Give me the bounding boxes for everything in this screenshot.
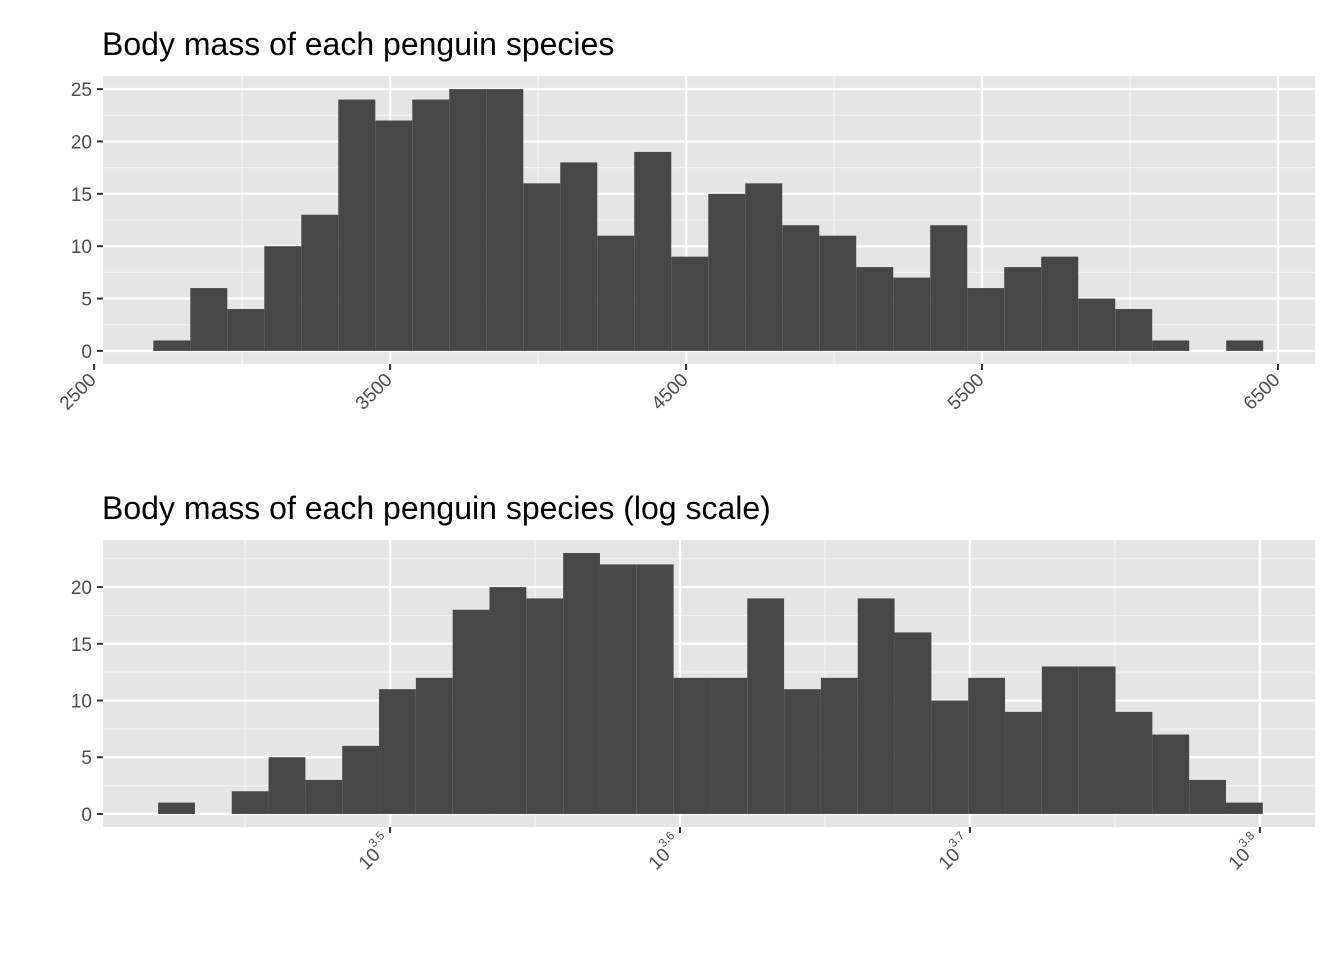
histogram-bars (153, 89, 1264, 351)
y-tick-label: 0 (81, 342, 92, 363)
histogram-bars (158, 553, 1263, 814)
histogram-bar (819, 235, 857, 351)
histogram-bar (894, 632, 932, 814)
histogram-bar (856, 267, 894, 351)
histogram-bar (415, 677, 453, 814)
histogram-bar (379, 689, 416, 814)
histogram-bar (1078, 666, 1116, 814)
y-tick-label: 10 (71, 237, 92, 258)
histogram-bar (264, 246, 302, 351)
chart-title: Body mass of each penguin species (102, 26, 614, 62)
histogram-bar (190, 288, 228, 351)
histogram-bar (673, 677, 711, 814)
histogram-bar (1041, 256, 1079, 351)
histogram-bar (968, 677, 1006, 814)
histogram-bar (893, 277, 931, 351)
histogram-bar (599, 564, 637, 814)
histogram-bar (931, 700, 969, 814)
histogram-bar (671, 256, 709, 351)
histogram-bar (1004, 267, 1042, 351)
histogram-bar (1115, 711, 1153, 814)
histogram-bar (1078, 298, 1116, 351)
histogram-bar (412, 99, 450, 351)
histogram-bar (560, 162, 598, 351)
histogram-bar (967, 288, 1005, 351)
histogram-bar (820, 677, 858, 814)
histogram-bar (1189, 779, 1226, 814)
histogram-bar (1152, 734, 1190, 814)
histogram-bar (523, 183, 561, 351)
histogram-bar (636, 564, 674, 814)
y-tick-label: 10 (71, 692, 92, 713)
y-tick-label: 15 (71, 635, 92, 656)
histogram-bar (747, 598, 785, 814)
histogram-bar (710, 677, 748, 814)
histogram-bar (597, 235, 635, 351)
histogram-bar (1152, 340, 1190, 351)
histogram-bar (452, 609, 490, 814)
histogram-bar (563, 553, 600, 814)
histogram-bar (1115, 309, 1153, 351)
histogram-bar (708, 193, 746, 351)
histogram-bar (486, 89, 524, 351)
histogram-bar (375, 120, 413, 351)
y-tick-label: 20 (71, 578, 92, 599)
histogram-bar (158, 802, 195, 814)
histogram-bar (784, 689, 821, 814)
histogram-bar (930, 225, 968, 351)
histogram-bar (489, 587, 527, 814)
histogram-bar (268, 757, 306, 814)
y-tick-label: 5 (81, 748, 92, 769)
histogram-bar (231, 791, 269, 814)
histogram-bar (526, 598, 564, 814)
chart-linear: Body mass of each penguin species 0 5 10 15… (56, 26, 1315, 414)
chart-log-scale: Body mass of each penguin species (log s… (71, 490, 1315, 874)
histogram-bar (745, 183, 783, 351)
histogram-bar (301, 214, 339, 351)
y-tick-label: 0 (81, 805, 92, 826)
histogram-bar (857, 598, 895, 814)
histogram-bar (1225, 802, 1263, 814)
y-axis: 0 5 10 15 20 (71, 578, 103, 826)
histogram-bar (1005, 711, 1042, 814)
histogram-bar (153, 340, 191, 351)
histogram-bar (634, 151, 672, 351)
histogram-bar (227, 309, 265, 351)
histogram-bar (342, 745, 380, 814)
chart-title: Body mass of each penguin species (log s… (102, 490, 771, 526)
histogram-bar (449, 89, 487, 351)
y-axis: 0 5 10 15 20 25 (71, 80, 103, 363)
histogram-bar (1041, 666, 1079, 814)
histogram-bar (305, 779, 343, 814)
y-tick-label: 15 (71, 185, 92, 206)
y-tick-label: 25 (71, 80, 92, 101)
y-tick-label: 5 (81, 290, 92, 311)
y-tick-label: 20 (71, 132, 92, 153)
histogram-bar (338, 99, 376, 351)
histogram-bar (1226, 340, 1264, 351)
histogram-bar (782, 225, 820, 351)
